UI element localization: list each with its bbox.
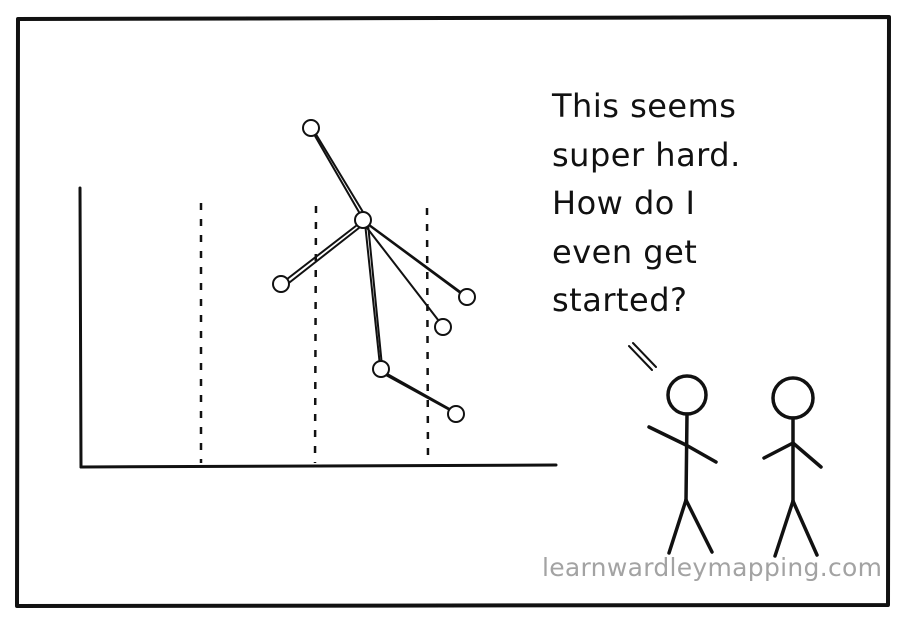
map-node-midright — [434, 318, 452, 336]
map-nodes — [272, 119, 476, 423]
map-axes — [78, 186, 558, 469]
speech-line-5: started? — [552, 281, 688, 319]
speech-line-1: This seems — [552, 87, 737, 125]
speech-ticks — [628, 342, 657, 371]
speech-tick-2 — [632, 342, 657, 368]
speaker-left-leg — [667, 498, 688, 555]
listener-right-leg — [791, 499, 819, 557]
listener-left-arm — [762, 441, 795, 460]
map-node-bottom — [447, 405, 465, 423]
speaker-body — [684, 412, 689, 502]
link-top-center-2 — [313, 130, 367, 218]
link-center-down-2 — [367, 223, 383, 367]
divider-2 — [313, 205, 318, 464]
listener-right-arm — [791, 441, 823, 469]
link-center-left — [281, 221, 362, 284]
map-node-right — [458, 288, 476, 306]
link-down-bottomright-2 — [383, 373, 458, 415]
speech-line-2: super hard. — [552, 135, 741, 174]
map-node-left — [272, 275, 290, 293]
map-links — [281, 128, 468, 415]
speech-line-4: even get — [552, 232, 698, 271]
speech-text: This seems super hard. How do I even get… — [552, 82, 872, 325]
link-center-left-2 — [284, 223, 365, 287]
divider-3 — [425, 207, 430, 464]
stick-figure-speaker — [647, 374, 718, 555]
link-center-midright — [363, 223, 443, 326]
listener-head — [771, 376, 815, 420]
map-node-top — [302, 119, 320, 137]
map-node-center — [354, 211, 372, 229]
watermark-text: learnwardleymapping.com — [542, 553, 883, 582]
panel-border — [15, 15, 891, 608]
stick-figure-listener — [762, 376, 823, 558]
speaker-right-leg — [684, 498, 714, 554]
speech-tick-1 — [628, 345, 653, 371]
speaker-head — [666, 374, 708, 416]
speaker-raised-arm — [647, 425, 688, 447]
evolution-dividers — [199, 203, 430, 464]
x-axis — [79, 463, 558, 469]
listener-left-leg — [773, 499, 795, 558]
y-axis — [78, 186, 83, 469]
speech-line-3: How do I — [552, 184, 696, 222]
speaker-other-arm — [684, 443, 718, 464]
link-top-center — [310, 128, 364, 220]
link-center-down — [364, 222, 381, 367]
link-center-right-2 — [365, 222, 468, 299]
map-node-low — [372, 360, 390, 378]
